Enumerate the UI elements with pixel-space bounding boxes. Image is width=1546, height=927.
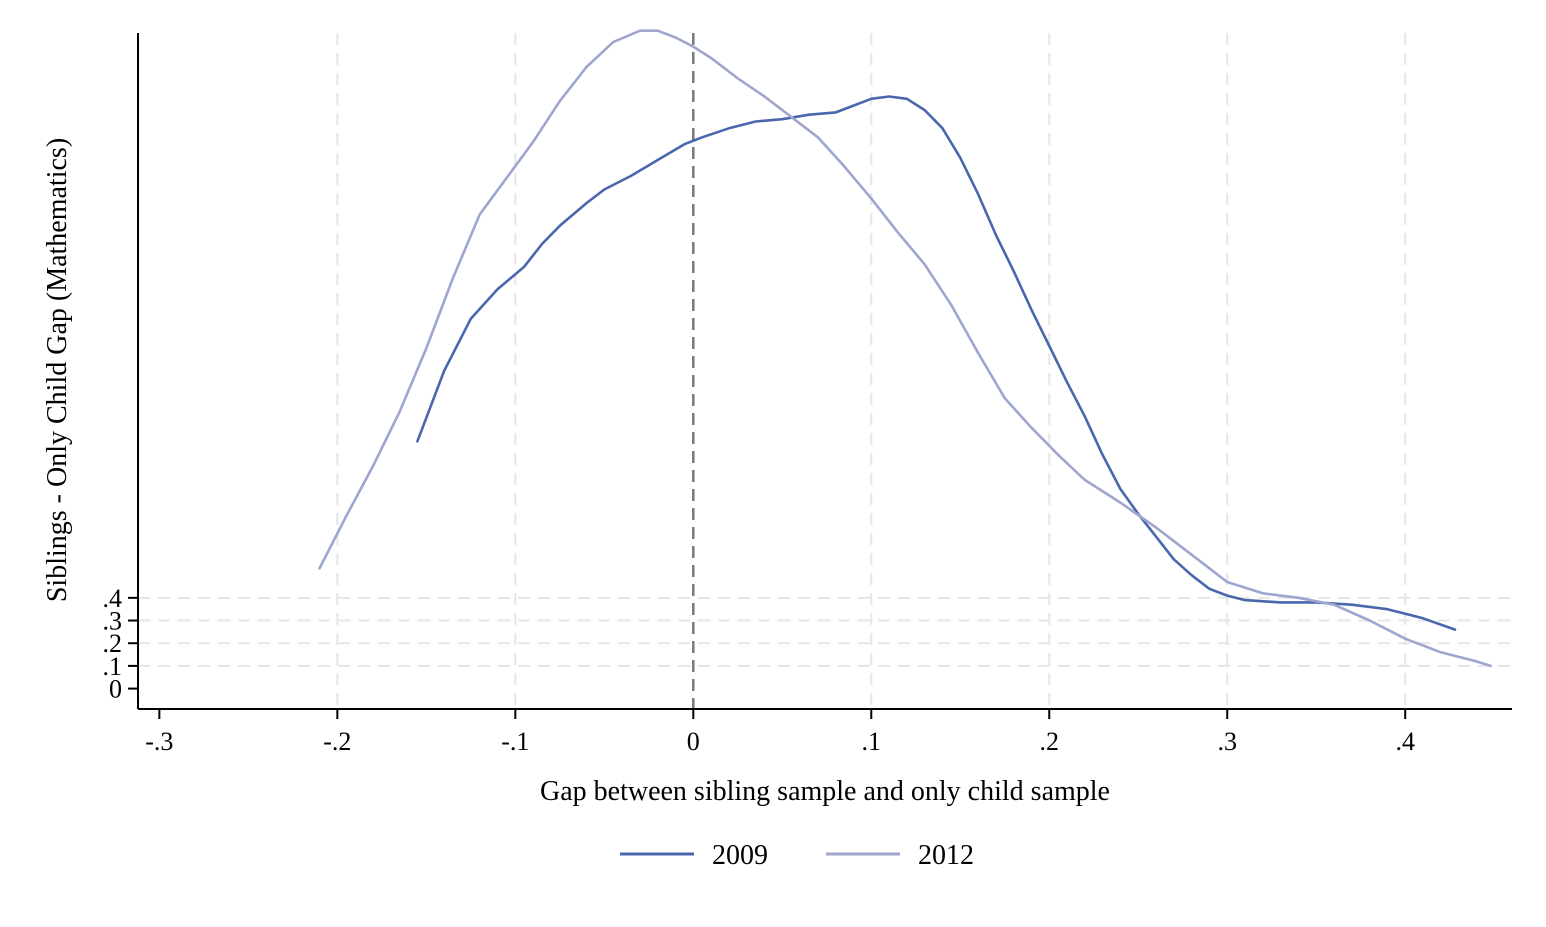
x-tick-label: -.1 — [501, 727, 529, 756]
y-tick-label: 0 — [109, 675, 122, 704]
gridlines — [138, 33, 1512, 709]
y-tick-label: .2 — [103, 629, 123, 658]
x-axis-title: Gap between sibling sample and only chil… — [540, 776, 1110, 807]
axis-ticks: -.3 -.2 -.1 0.1.2.3.40.1.2.3.4 — [103, 584, 1415, 756]
y-tick-label: .4 — [103, 584, 123, 613]
x-tick-label: .1 — [862, 727, 882, 756]
x-tick-label: -.2 — [323, 727, 351, 756]
y-axis-title: Siblings - Only Child Gap (Mathematics) — [42, 138, 73, 602]
x-tick-label: .2 — [1040, 727, 1060, 756]
series-lines — [318, 29, 1492, 668]
legend-label-2009: 2009 — [712, 840, 768, 871]
x-tick-label: .4 — [1395, 727, 1415, 756]
y-tick-label: .1 — [103, 652, 123, 681]
x-tick-label: .3 — [1217, 727, 1237, 756]
y-tick-label: .3 — [103, 607, 123, 636]
axes — [137, 33, 1512, 710]
legend: 2009 2012 — [620, 840, 974, 871]
legend-label-2012: 2012 — [918, 840, 974, 871]
x-tick-label: -.3 — [145, 727, 173, 756]
series-line-2012 — [318, 29, 1492, 668]
x-tick-label: 0 — [687, 727, 700, 756]
series-line-2009 — [416, 95, 1457, 631]
